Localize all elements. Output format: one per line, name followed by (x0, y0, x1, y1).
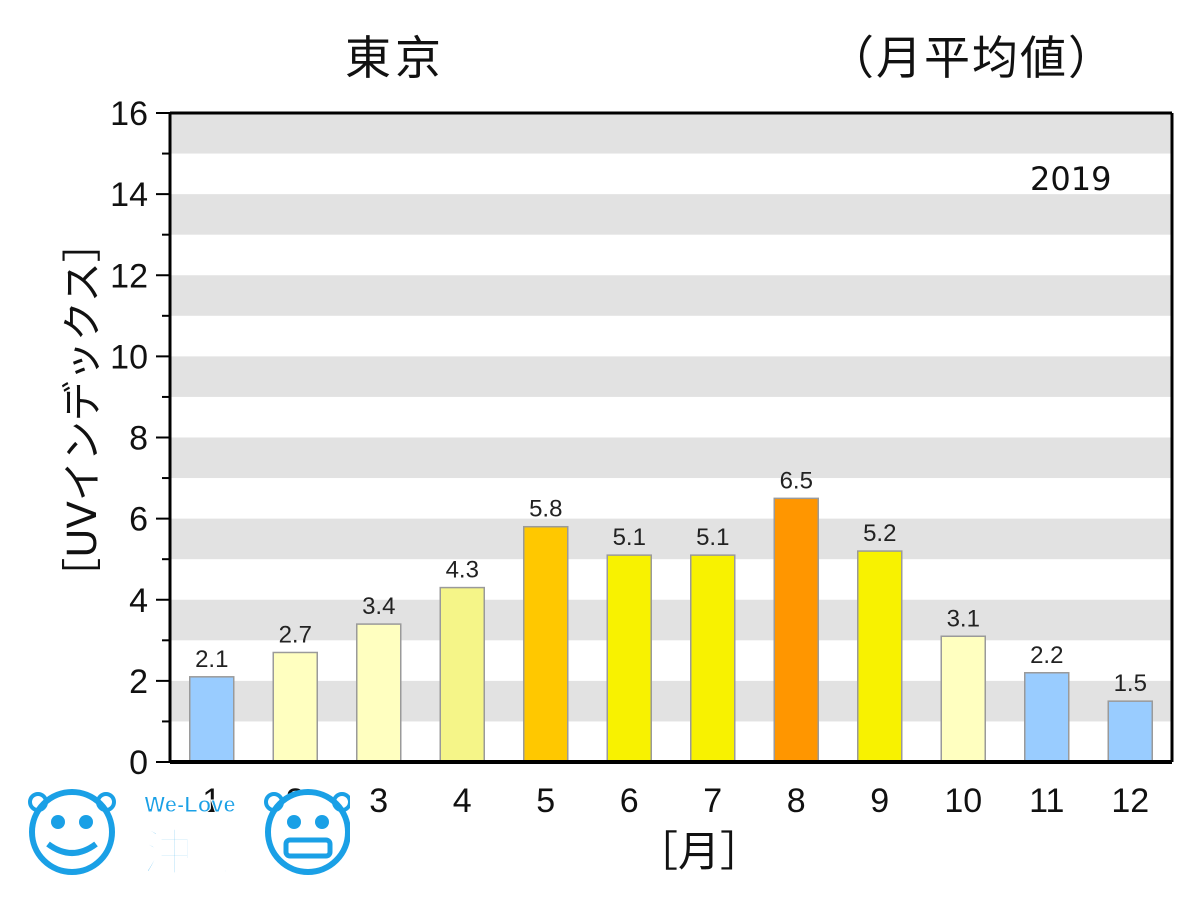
x-tick-label-11: 11 (1029, 782, 1064, 820)
value-label-12: 1.5 (1114, 670, 1147, 697)
bar-6 (606, 554, 652, 763)
y-tick-label-6: 6 (129, 501, 148, 539)
y-tick-label-0: 0 (129, 744, 148, 782)
y-tick-label-8: 8 (129, 420, 148, 458)
value-label-2: 2.7 (279, 621, 312, 648)
value-label-9: 5.2 (863, 520, 896, 547)
bar-11 (1024, 672, 1070, 763)
bar-10 (940, 635, 986, 763)
logo-text-top: We-Love (144, 792, 235, 817)
value-label-7: 5.1 (696, 524, 729, 551)
y-tick-label-12: 12 (110, 257, 148, 295)
chart-title: 東京 (345, 31, 445, 85)
grid-band (170, 356, 1172, 397)
shisa-left-icon (28, 789, 116, 875)
x-tick-label-6: 6 (620, 782, 639, 820)
y-tick-label-16: 16 (110, 95, 148, 133)
x-tick-label-8: 8 (787, 782, 806, 820)
y-tick-label-4: 4 (129, 582, 148, 620)
y-tick-label-10: 10 (110, 338, 148, 376)
y-axis-label: ［UVインデックス］ (60, 222, 106, 598)
grid-band (170, 113, 1172, 154)
grid-band (170, 194, 1172, 235)
bar-3 (356, 623, 402, 763)
bar-1 (189, 676, 235, 763)
value-label-5: 5.8 (529, 496, 562, 523)
bar-8 (773, 497, 819, 763)
grid-band (170, 275, 1172, 316)
x-tick-label-3: 3 (369, 782, 388, 820)
bar-12 (1107, 700, 1153, 763)
grid-band (170, 437, 1172, 479)
value-label-3: 3.4 (362, 593, 395, 620)
x-tick-label-10: 10 (944, 782, 982, 820)
bar-4 (439, 586, 485, 763)
x-tick-label-1: 1 (202, 782, 221, 820)
x-tick-label-4: 4 (453, 782, 472, 820)
value-label-10: 3.1 (947, 605, 980, 632)
x-tick-label-9: 9 (870, 782, 889, 820)
bar-2 (272, 651, 318, 763)
x-axis-label: ［月］ (636, 827, 763, 876)
bar-5 (523, 525, 569, 763)
grid-band (170, 518, 1172, 560)
year-annotation: 2019 (1030, 160, 1112, 198)
bar-7 (690, 554, 736, 763)
grid-band (170, 599, 1172, 641)
value-label-8: 6.5 (780, 467, 813, 494)
x-tick-label-12: 12 (1111, 782, 1149, 820)
chart-subtitle: （月平均値） (828, 31, 1116, 85)
y-tick-label-2: 2 (129, 663, 148, 701)
value-label-4: 4.3 (446, 557, 479, 584)
x-tick-label-7: 7 (703, 782, 722, 820)
y-tick-label-14: 14 (110, 176, 148, 214)
bar-9 (857, 550, 903, 763)
grid-band (170, 680, 1172, 722)
we-love-okinawa-logo: We-Love 沖縄 (28, 789, 350, 882)
logo-text-main: 沖縄 (142, 824, 242, 882)
value-label-6: 5.1 (613, 524, 646, 551)
value-label-1: 2.1 (195, 646, 228, 673)
value-label-11: 2.2 (1030, 642, 1063, 669)
x-tick-label-5: 5 (536, 782, 555, 820)
shisa-right-icon (264, 789, 350, 875)
